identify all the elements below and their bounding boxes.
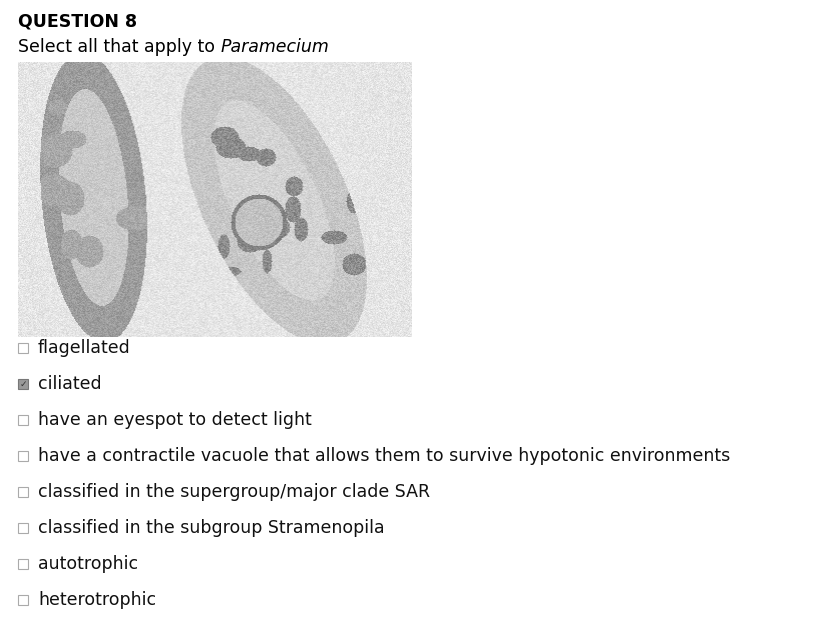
Text: have an eyespot to detect light: have an eyespot to detect light bbox=[38, 411, 312, 429]
Bar bbox=[18, 343, 28, 353]
Text: Select all that apply to: Select all that apply to bbox=[18, 38, 221, 56]
Bar bbox=[18, 487, 28, 497]
Text: heterotrophic: heterotrophic bbox=[38, 591, 156, 609]
Bar bbox=[18, 451, 28, 461]
Text: have a contractile vacuole that allows them to survive hypotonic environments: have a contractile vacuole that allows t… bbox=[38, 447, 730, 465]
Text: Paramecium: Paramecium bbox=[221, 38, 330, 56]
Bar bbox=[18, 379, 28, 389]
Text: ✓: ✓ bbox=[20, 379, 27, 388]
Bar bbox=[18, 415, 28, 425]
Text: flagellated: flagellated bbox=[38, 339, 131, 357]
Text: classified in the supergroup/major clade SAR: classified in the supergroup/major clade… bbox=[38, 483, 430, 501]
Text: ciliated: ciliated bbox=[38, 375, 101, 393]
Bar bbox=[18, 595, 28, 605]
Text: classified in the subgroup Stramenopila: classified in the subgroup Stramenopila bbox=[38, 519, 384, 537]
Bar bbox=[18, 559, 28, 569]
Text: QUESTION 8: QUESTION 8 bbox=[18, 12, 137, 30]
Text: autotrophic: autotrophic bbox=[38, 555, 138, 573]
Bar bbox=[18, 523, 28, 533]
